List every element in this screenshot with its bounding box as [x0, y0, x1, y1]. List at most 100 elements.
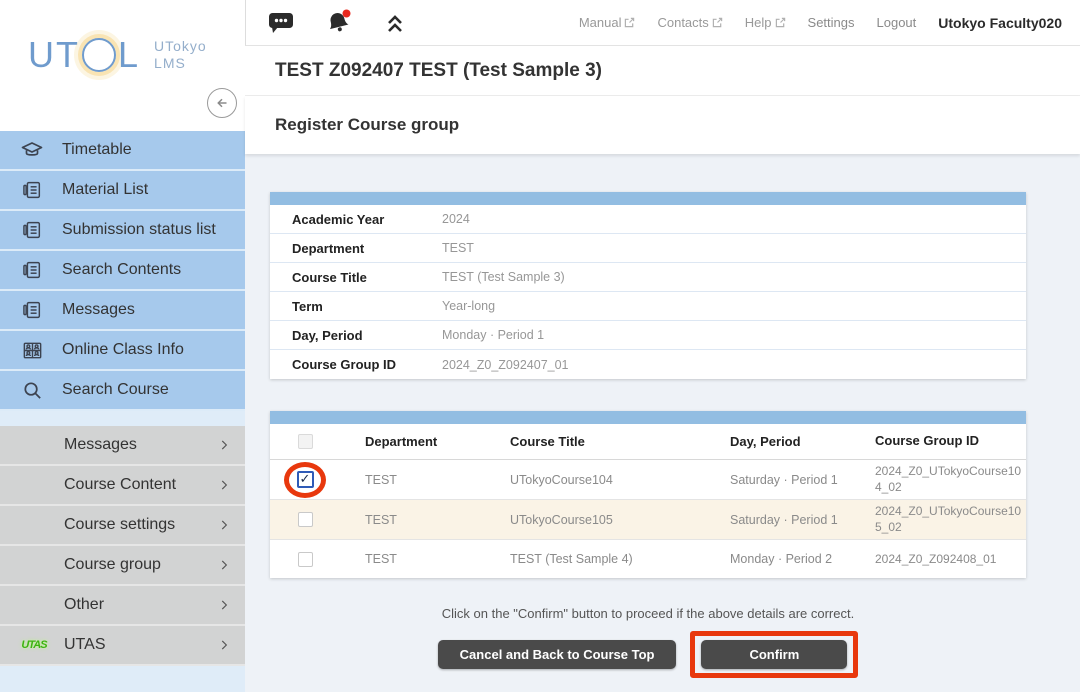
detail-label: Course Group ID	[292, 357, 397, 372]
logo-text-l: L	[118, 34, 141, 75]
sidebar-item-course-content[interactable]: Course Content	[0, 466, 245, 506]
table-row: TEST UTokyoCourse105 Saturday · Period 1…	[270, 500, 1026, 541]
chevron-right-icon	[217, 546, 231, 584]
cell-department: TEST	[365, 552, 397, 567]
sidebar-item-course-group[interactable]: Course group	[0, 546, 245, 586]
table-header-row: Department Course Title Day, Period Cour…	[270, 424, 1026, 460]
sidebar-item-label: Online Class Info	[62, 341, 184, 358]
double-chevron-up-icon[interactable]	[382, 11, 408, 35]
logo-subtext-line2: LMS	[154, 55, 186, 71]
external-link-icon	[712, 17, 723, 28]
chevron-right-icon	[217, 426, 231, 464]
sidebar-item-search-contents[interactable]: Search Contents	[0, 251, 245, 291]
utas-logo-icon: UTAS	[21, 639, 47, 651]
topbar: Manual Contacts Help Settings Logout Uto…	[245, 0, 1080, 46]
manual-link[interactable]: Manual	[579, 15, 636, 30]
row-checkbox[interactable]	[297, 512, 313, 528]
sidebar-item-label: Course Content	[64, 476, 177, 493]
row-checkbox-checked[interactable]	[296, 471, 314, 489]
sidebar-divider	[0, 411, 245, 426]
sidebar-collapse-button[interactable]	[207, 88, 237, 118]
sidebar-item-label: Other	[64, 596, 105, 613]
detail-value: TEST (Test Sample 3)	[442, 270, 565, 284]
sidebar-item-label: Search Contents	[62, 261, 182, 278]
sidebar-item-label: Submission status list	[62, 221, 216, 238]
notification-bell-icon[interactable]	[322, 8, 356, 38]
cell-department: TEST	[365, 512, 397, 527]
sidebar-bottom-fill	[0, 666, 245, 692]
section-title: Register Course group	[275, 115, 460, 134]
table-row: Course Title TEST (Test Sample 3)	[270, 263, 1026, 292]
section-title-bar: Register Course group	[245, 96, 1080, 154]
sidebar-item-utas[interactable]: UTAS UTAS	[0, 626, 245, 666]
detail-value: 2024_Z0_Z092407_01	[442, 357, 569, 372]
row-checkbox[interactable]	[297, 551, 313, 567]
sidebar-item-messages-section[interactable]: Messages	[0, 426, 245, 466]
logo-text-ut: UT	[28, 34, 80, 75]
detail-value: 2024	[442, 212, 470, 226]
sidebar-item-label: Course group	[64, 556, 161, 573]
logo-subtext-line1: UTokyo	[154, 37, 207, 54]
chevron-right-icon	[217, 586, 231, 624]
detail-value: Monday · Period 1	[442, 328, 545, 342]
action-buttons: Cancel and Back to Course Top Confirm	[270, 631, 1026, 679]
table-row: TEST TEST (Test Sample 4) Monday · Perio…	[270, 540, 1026, 578]
sidebar-item-search-course[interactable]: Search Course	[0, 371, 245, 411]
annotation-rectangle: Confirm	[690, 631, 859, 679]
chevron-right-icon	[217, 506, 231, 544]
column-header-course-group-id: Course Group ID	[875, 433, 980, 449]
cell-course-title: UTokyoCourse105	[510, 512, 613, 527]
detail-label: Term	[292, 298, 323, 314]
logo-area: UT L UTokyo LMS	[0, 0, 245, 131]
chevron-right-icon	[217, 626, 231, 664]
graduation-cap-icon	[18, 138, 46, 162]
sidebar-item-label: Messages	[64, 436, 137, 453]
arrow-left-icon	[217, 98, 227, 108]
cell-course-title: TEST (Test Sample 4)	[510, 552, 633, 567]
table-row: TEST UTokyoCourse104 Saturday · Period 1…	[270, 460, 1026, 501]
cell-day-period: Monday · Period 2	[730, 552, 833, 567]
detail-label: Day, Period	[292, 327, 363, 343]
clipboard-icon	[18, 259, 46, 281]
column-header-course-title: Course Title	[510, 434, 585, 449]
logout-link[interactable]: Logout	[876, 15, 917, 30]
select-all-checkbox[interactable]	[297, 434, 313, 449]
user-name: Utokyo Faculty020	[938, 14, 1062, 31]
table-row: Department TEST	[270, 234, 1026, 263]
contacts-link[interactable]: Contacts	[657, 15, 723, 30]
sidebar-item-other[interactable]: Other	[0, 586, 245, 626]
cancel-button[interactable]: Cancel and Back to Course Top	[437, 640, 677, 670]
class-grid-icon	[18, 339, 46, 362]
help-link-label: Help	[744, 15, 772, 30]
table-header-strip	[270, 411, 1026, 424]
cell-department: TEST	[365, 472, 397, 487]
sidebar-item-label: Course settings	[64, 516, 176, 533]
detail-label: Academic Year	[292, 211, 385, 227]
sidebar-item-timetable[interactable]: Timetable	[0, 131, 245, 171]
course-group-table: Department Course Title Day, Period Cour…	[270, 411, 1026, 579]
clipboard-icon	[18, 219, 46, 241]
logo-subtext: UTokyo LMS	[154, 38, 207, 73]
table-row: Course Group ID 2024_Z0_Z092407_01	[270, 350, 1026, 379]
sidebar-item-submission-status-list[interactable]: Submission status list	[0, 211, 245, 251]
column-header-department: Department	[365, 434, 438, 449]
sidebar-item-label: Timetable	[62, 141, 132, 158]
sidebar-item-online-class-info[interactable]: Online Class Info	[0, 331, 245, 371]
sidebar-item-course-settings[interactable]: Course settings	[0, 506, 245, 546]
sidebar-item-messages[interactable]: Messages	[0, 291, 245, 331]
cell-day-period: Saturday · Period 1	[730, 512, 838, 527]
sidebar-item-label: Search Course	[62, 381, 169, 398]
external-link-icon	[775, 17, 785, 28]
settings-link[interactable]: Settings	[807, 15, 855, 30]
confirm-instruction-text: Click on the "Confirm" button to proceed…	[441, 606, 855, 622]
sidebar-item-label: Material List	[62, 181, 149, 198]
detail-label: Department	[292, 240, 365, 256]
clipboard-icon	[18, 179, 46, 201]
table-row: Day, Period Monday · Period 1	[270, 321, 1026, 350]
sidebar: UT L UTokyo LMS Timetable	[0, 0, 245, 692]
help-link[interactable]: Help	[745, 15, 786, 30]
confirm-button[interactable]: Confirm	[701, 640, 848, 670]
cell-day-period: Saturday · Period 1	[730, 472, 838, 487]
sidebar-item-material-list[interactable]: Material List	[0, 171, 245, 211]
chat-bubble-icon[interactable]	[266, 10, 296, 36]
